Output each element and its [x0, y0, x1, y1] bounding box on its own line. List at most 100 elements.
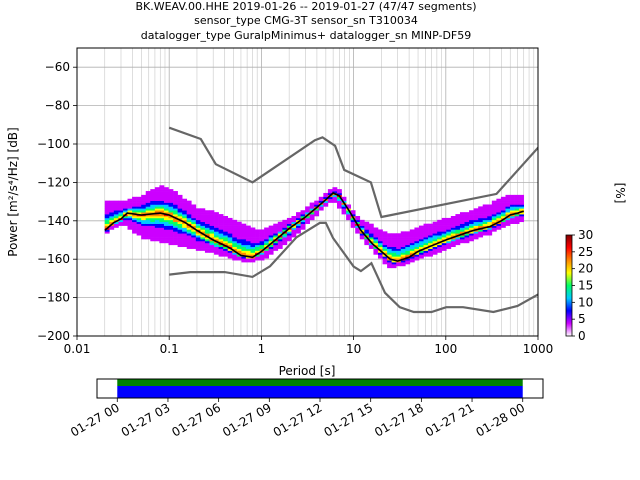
- histogram-cell: [405, 254, 411, 257]
- histogram-cell: [446, 225, 452, 228]
- histogram-cell: [414, 254, 420, 257]
- histogram-cell: [296, 227, 301, 230]
- histogram-cell: [459, 212, 465, 215]
- histogram-cell: [446, 231, 452, 234]
- histogram-cell: [432, 240, 438, 244]
- histogram-cell: [109, 210, 115, 213]
- histogram-cell: [387, 235, 392, 238]
- histogram-cell: [245, 237, 251, 240]
- histogram-cell: [400, 246, 406, 249]
- histogram-cell: [150, 206, 156, 209]
- histogram-cell: [168, 202, 174, 205]
- histogram-cell: [286, 239, 292, 242]
- histogram-cell: [200, 242, 206, 246]
- histogram-cell: [277, 246, 283, 249]
- histogram-cell: [428, 239, 433, 242]
- histogram-cell: [154, 227, 160, 230]
- histogram-cell: [218, 231, 224, 234]
- histogram-cell: [209, 227, 215, 230]
- histogram-cell: [364, 231, 370, 234]
- histogram-cell: [405, 252, 411, 255]
- histogram-cell: [464, 217, 470, 221]
- histogram-cell: [104, 214, 110, 217]
- histogram-cell: [396, 233, 402, 236]
- histogram-cell: [200, 239, 206, 242]
- y-tick-label: −80: [45, 99, 70, 113]
- histogram-cell: [264, 235, 269, 238]
- histogram-cell: [305, 216, 310, 219]
- histogram-cell: [359, 223, 365, 226]
- histogram-cell: [186, 200, 192, 203]
- histogram-cell: [391, 258, 397, 261]
- histogram-cell: [414, 237, 420, 240]
- histogram-cell: [327, 198, 333, 201]
- histogram-cell: [177, 206, 183, 209]
- histogram-cell: [173, 221, 178, 224]
- histogram-cell: [227, 233, 233, 236]
- histogram-cell: [241, 239, 247, 242]
- histogram-cell: [346, 212, 351, 215]
- histogram-cell: [418, 252, 424, 255]
- histogram-cell: [127, 217, 133, 221]
- histogram-cell: [236, 240, 242, 244]
- histogram-cell: [450, 239, 456, 242]
- histogram-cell: [150, 221, 156, 224]
- histogram-cell: [432, 246, 438, 249]
- histogram-cell: [441, 229, 447, 232]
- histogram-cell: [141, 212, 147, 215]
- histogram-cell: [191, 223, 197, 226]
- histogram-cell: [396, 256, 402, 259]
- x-tick-label: 0.01: [64, 342, 91, 356]
- histogram-cell: [232, 252, 238, 255]
- histogram-cell: [214, 212, 219, 215]
- histogram-cell: [232, 246, 238, 249]
- histogram-cell: [368, 233, 374, 236]
- histogram-cell: [236, 242, 242, 246]
- histogram-cell: [154, 235, 160, 238]
- histogram-cell: [510, 198, 515, 201]
- histogram-cell: [491, 216, 497, 219]
- histogram-cell: [163, 233, 169, 236]
- histogram-cell: [337, 189, 342, 192]
- histogram-cell: [200, 217, 206, 221]
- histogram-cell: [355, 229, 361, 232]
- histogram-cell: [514, 206, 520, 209]
- histogram-cell: [113, 212, 119, 215]
- histogram-cell: [500, 214, 506, 217]
- histogram-cell: [145, 237, 151, 240]
- histogram-cell: [122, 202, 128, 205]
- psd-coverage-bar: [117, 386, 523, 398]
- histogram-cell: [396, 262, 402, 265]
- histogram-cell: [391, 260, 397, 263]
- histogram-cell: [464, 235, 470, 238]
- histogram-cell: [277, 239, 283, 242]
- histogram-cell: [150, 225, 156, 228]
- histogram-cell: [487, 219, 493, 223]
- histogram-cell: [145, 206, 151, 209]
- histogram-cell: [227, 240, 233, 244]
- histogram-cell: [455, 219, 461, 223]
- histogram-cell: [450, 237, 456, 240]
- histogram-cell: [154, 187, 160, 190]
- histogram-cell: [186, 219, 192, 223]
- histogram-cell: [195, 217, 201, 221]
- histogram-cell: [296, 214, 301, 217]
- histogram-cell: [145, 202, 151, 205]
- histogram-cell: [487, 223, 493, 226]
- histogram-cell: [441, 221, 447, 224]
- histogram-cell: [291, 216, 297, 219]
- histogram-cell: [323, 196, 329, 200]
- histogram-cell: [400, 248, 406, 251]
- histogram-cell: [173, 237, 178, 240]
- histogram-cell: [373, 242, 379, 246]
- histogram-cell: [163, 196, 169, 200]
- histogram-cell: [464, 229, 470, 232]
- histogram-cell: [145, 221, 151, 224]
- histogram-cell: [277, 225, 283, 228]
- histogram-cell: [391, 240, 397, 244]
- histogram-cell: [446, 239, 452, 242]
- histogram-cell: [396, 240, 402, 244]
- timeline-tick-label: 01-27 09: [220, 400, 274, 439]
- histogram-cell: [428, 227, 433, 230]
- histogram-cell: [332, 191, 338, 194]
